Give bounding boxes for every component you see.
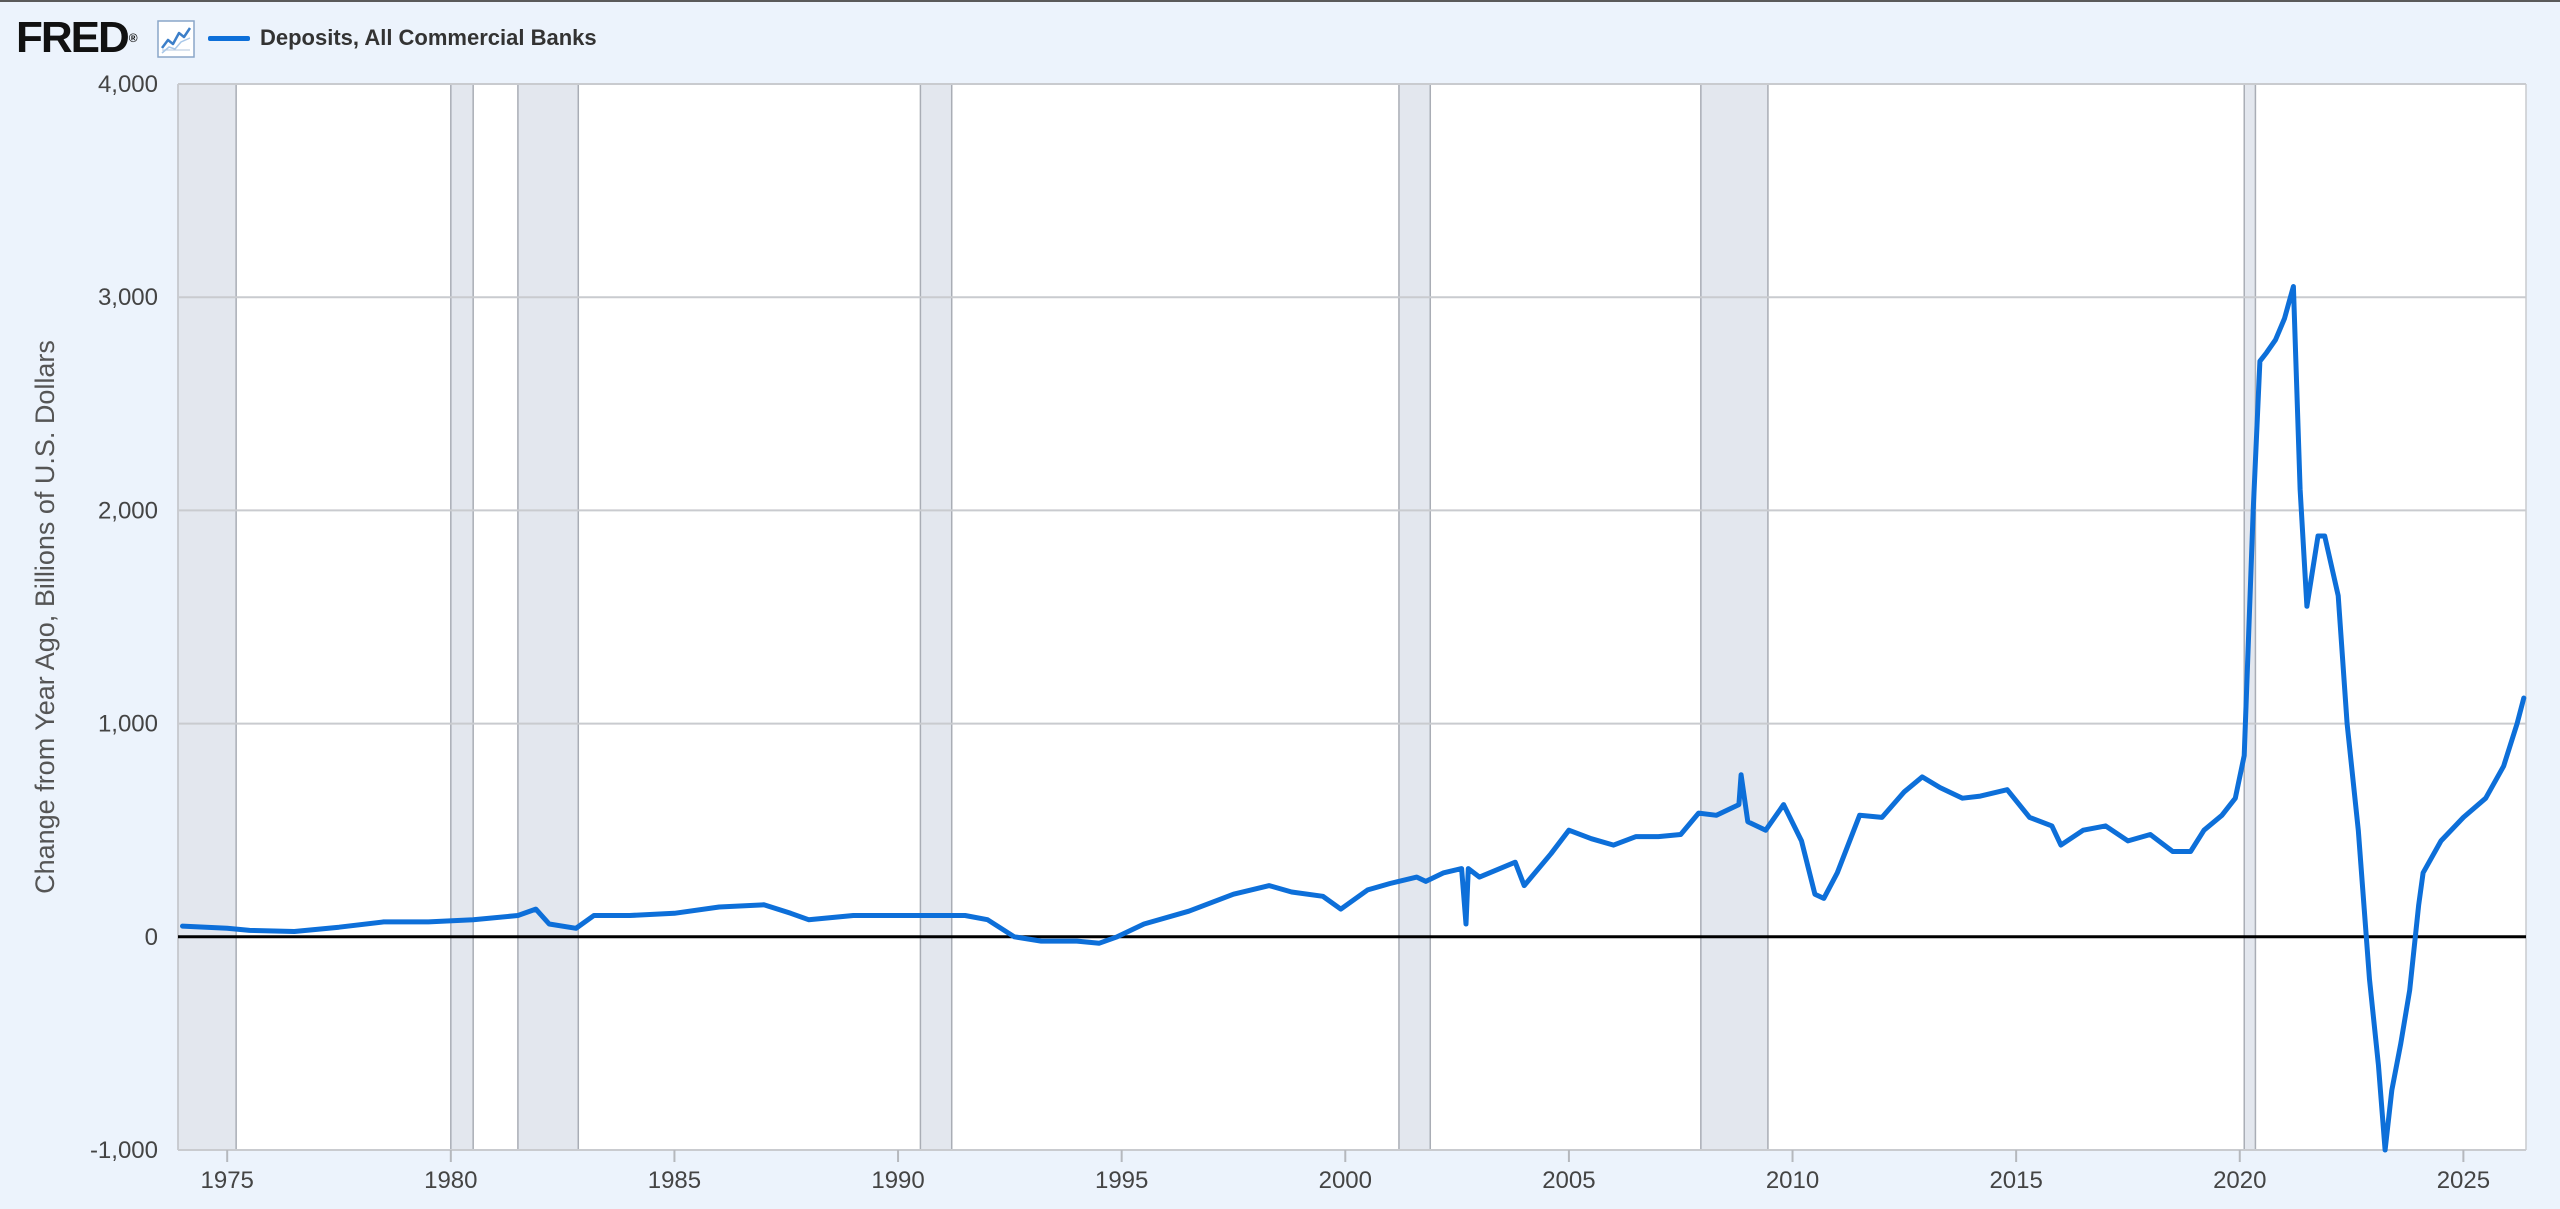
y-tick-label: 4,000 (98, 71, 158, 98)
x-tick-label: 1990 (871, 1167, 924, 1194)
y-axis-title: Change from Year Ago, Billions of U.S. D… (30, 340, 60, 894)
y-axis-title-group: Change from Year Ago, Billions of U.S. D… (30, 340, 60, 894)
y-tick-label: 2,000 (98, 497, 158, 524)
x-tick-label: 1995 (1095, 1167, 1148, 1194)
x-tick-label: 2015 (1989, 1167, 2042, 1194)
recession-band (1398, 84, 1431, 1150)
x-tick-label: 1980 (424, 1167, 477, 1194)
y-tick-label: 1,000 (98, 711, 158, 738)
legend-label: Deposits, All Commercial Banks (260, 25, 597, 50)
recession-band (450, 84, 474, 1150)
x-tick-label: 2005 (1542, 1167, 1595, 1194)
series-line (180, 284, 2527, 1153)
fred-logo-text: FRED (16, 13, 130, 62)
recession-band (178, 84, 237, 1150)
y-tick-label: 0 (145, 924, 158, 951)
y-axis-ticks: -1,000 0 1,000 2,000 3,000 4,000 (90, 71, 158, 1164)
recession-band (920, 84, 952, 1150)
recession-band (517, 84, 579, 1150)
legend-line-swatch (208, 35, 250, 41)
registered-mark: ® (128, 31, 138, 45)
line-chart-icon (157, 20, 195, 58)
x-axis-ticks: 1975 1980 1985 1990 1995 2000 2005 2010 2015 2020… (201, 1150, 2490, 1194)
x-tick-label: 2010 (1766, 1167, 1819, 1194)
x-tick-label: 1985 (648, 1167, 701, 1194)
fred-logo[interactable]: FRED® (16, 14, 138, 62)
x-tick-label: 2000 (1319, 1167, 1372, 1194)
x-tick-label: 2020 (2213, 1167, 2266, 1194)
chart-header: FRED® Deposits, All Commercial Banks (0, 0, 2560, 74)
x-tick-label: 1975 (201, 1167, 254, 1194)
series-lines (180, 284, 2527, 1153)
recession-bands (177, 84, 2257, 1150)
y-tick-label: 3,000 (98, 284, 158, 311)
y-tick-label: -1,000 (90, 1137, 158, 1164)
gridlines (177, 83, 2527, 1151)
x-tick-label: 2025 (2437, 1167, 2490, 1194)
recession-band (1700, 84, 1768, 1150)
chart-legend: Deposits, All Commercial Banks (208, 22, 597, 54)
